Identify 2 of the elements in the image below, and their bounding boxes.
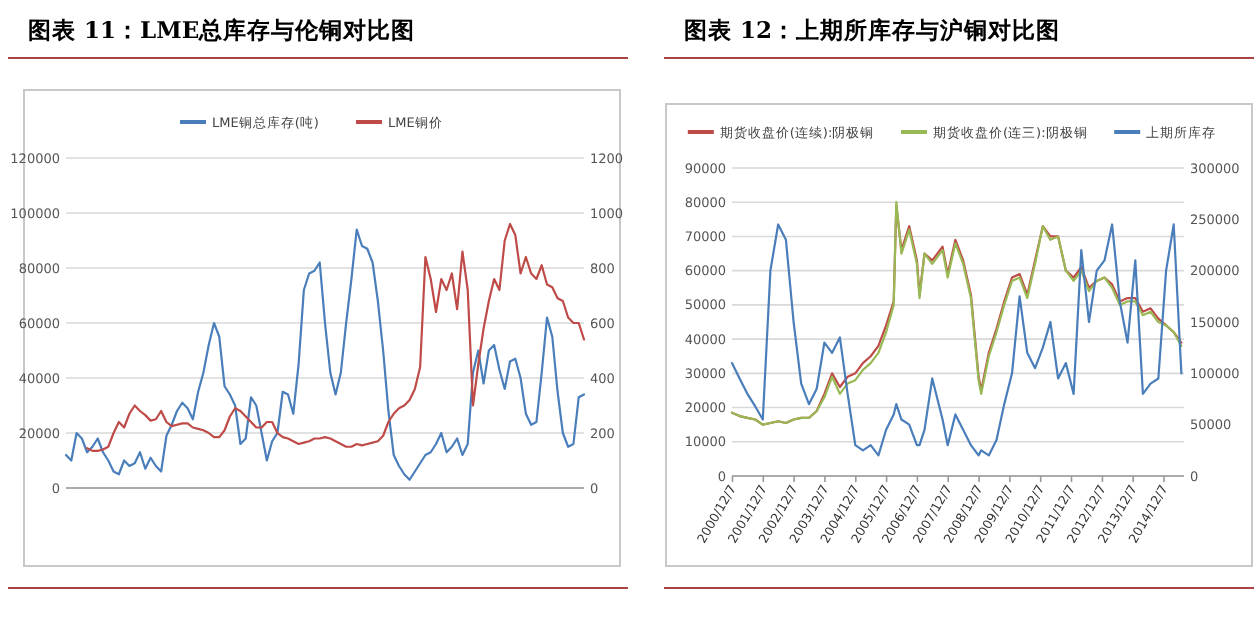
chart-title: 图表 12：上期所库存与沪铜对比图 <box>684 16 1061 44</box>
chart-title: 图表 11：LME总库存与伦铜对比图 <box>28 16 416 44</box>
